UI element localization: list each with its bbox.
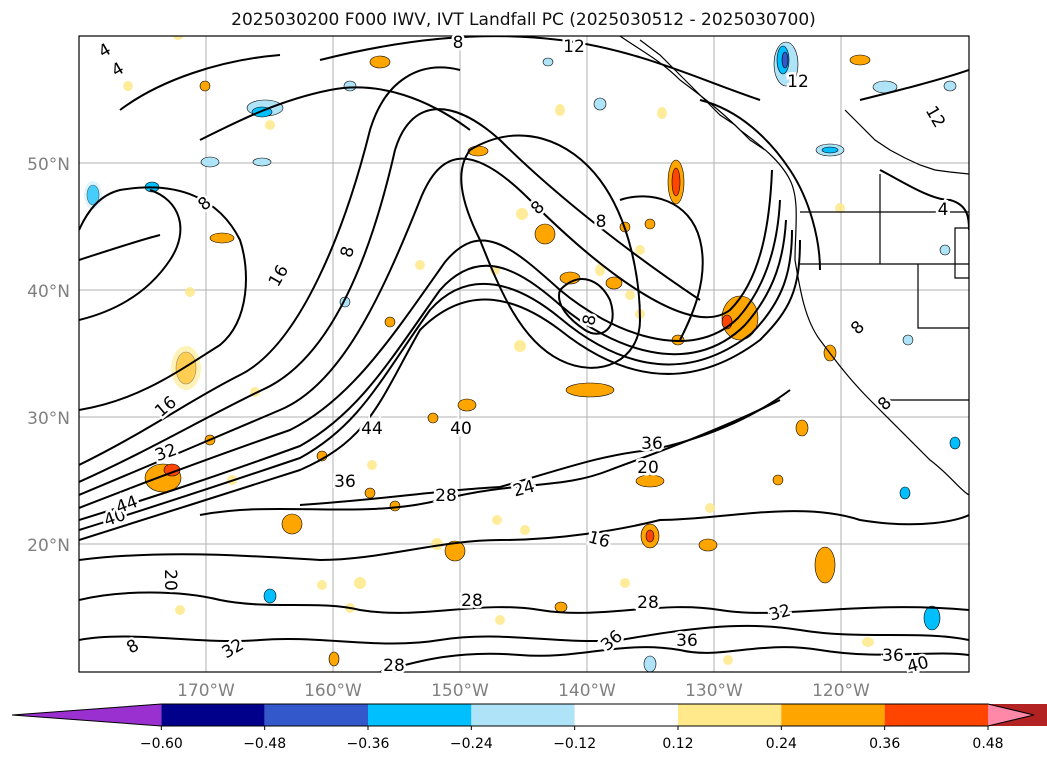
lat-label-40n: 40°N — [27, 282, 70, 302]
contour-label: 28 — [461, 591, 483, 611]
contour-label-halo: 8 — [453, 33, 464, 53]
iwv-contours — [79, 36, 969, 672]
colorbar-ticks: −0.60 −0.48 −0.36 −0.24 −0.12 0.12 0.24 0.36 0.4… — [140, 726, 1004, 752]
lon-label-120w: 120°W — [812, 681, 870, 700]
contour-label: 12 — [563, 37, 585, 57]
contour-label: 8 — [453, 33, 464, 53]
contour-label-halo: 36 — [676, 631, 698, 651]
contour-label: 4 — [938, 200, 949, 220]
colorbar-cell — [988, 704, 1047, 726]
contour-label: 12 — [787, 72, 809, 92]
lon-label-130w: 130°W — [685, 681, 743, 700]
colorbar-tick-label: −0.24 — [450, 736, 493, 752]
contour-label-halo: 36 — [334, 472, 356, 492]
colorbar-cell — [574, 704, 678, 726]
lat-label-30n: 30°N — [27, 409, 70, 429]
colorbar-tick-label: 0.12 — [662, 736, 693, 752]
map-frame — [78, 35, 970, 673]
lat-label-50n: 50°N — [27, 155, 70, 175]
contour-label: 36 — [334, 472, 356, 492]
colorbar-tick-label: −0.36 — [347, 736, 390, 752]
contour-label: 44 — [361, 419, 383, 439]
lon-label-160w: 160°W — [304, 681, 362, 700]
contour-label-halo: 40 — [450, 419, 472, 439]
coastline — [619, 36, 969, 496]
contour-label-halo: 28 — [435, 486, 457, 506]
colorbar-cell — [678, 704, 782, 726]
colorbar-tick-label: 0.24 — [766, 736, 797, 752]
colorbar-tick-label: −0.12 — [553, 736, 596, 752]
lat-label-20n: 20°N — [27, 536, 70, 556]
contour-label: 8 — [337, 244, 359, 260]
colorbar-tick-label: 0.48 — [972, 736, 1003, 752]
contour-label: 20 — [160, 569, 180, 591]
contour-label-halo: 44 — [361, 419, 383, 439]
contour-label: 8 — [579, 313, 601, 327]
colorbar-cell — [264, 704, 368, 726]
colorbar-tick-label: −0.60 — [140, 736, 183, 752]
colorbar-cells — [11, 703, 1047, 727]
contour-label-halo: 20 — [160, 569, 180, 591]
contour-label: 40 — [450, 419, 472, 439]
colorbar-cell — [884, 704, 988, 726]
pc-positive-shading — [144, 54, 871, 667]
contour-label: 36 — [641, 434, 663, 454]
contour-label-halo: 28 — [383, 656, 405, 676]
contour-label: 8 — [596, 212, 607, 232]
colorbar-tick-label: 0.36 — [869, 736, 900, 752]
colorbar-cell — [161, 704, 265, 726]
colorbar-outline — [11, 703, 1035, 727]
contour-label: 20 — [637, 458, 659, 478]
contour-label: 36 — [676, 631, 698, 651]
colorbar-extend-high — [988, 704, 1034, 726]
pc-negative-shading — [84, 41, 961, 672]
contour-label-halo: 36 — [641, 434, 663, 454]
lon-label-150w: 150°W — [431, 681, 489, 700]
contour-label-halo: 36 — [882, 646, 904, 666]
lon-label-140w: 140°W — [558, 681, 616, 700]
contour-label-halo: 20 — [637, 458, 659, 478]
colorbar-cell — [781, 704, 885, 726]
contour-label: 28 — [637, 593, 659, 613]
colorbar-cell — [471, 704, 575, 726]
contour-label: 28 — [383, 656, 405, 676]
contour-label: 28 — [435, 486, 457, 506]
lon-label-170w: 170°W — [177, 681, 235, 700]
contour-label: 36 — [882, 646, 904, 666]
colorbar-cell — [368, 704, 472, 726]
contour-label-halo: 12 — [563, 37, 585, 57]
pc-positive-outer — [123, 36, 874, 665]
colorbar-tick-label: −0.48 — [243, 736, 286, 752]
contour-label-halo: 4 — [938, 200, 949, 220]
contour-label-halo: 8 — [596, 212, 607, 232]
contour-label-halo: 28 — [461, 591, 483, 611]
colorbar-extend-low — [12, 704, 162, 726]
contour-label-halo: 12 — [787, 72, 809, 92]
map-title: 2025030200 F000 IWV, IVT Landfall PC (20… — [231, 10, 816, 30]
contour-label-halo: 28 — [637, 593, 659, 613]
